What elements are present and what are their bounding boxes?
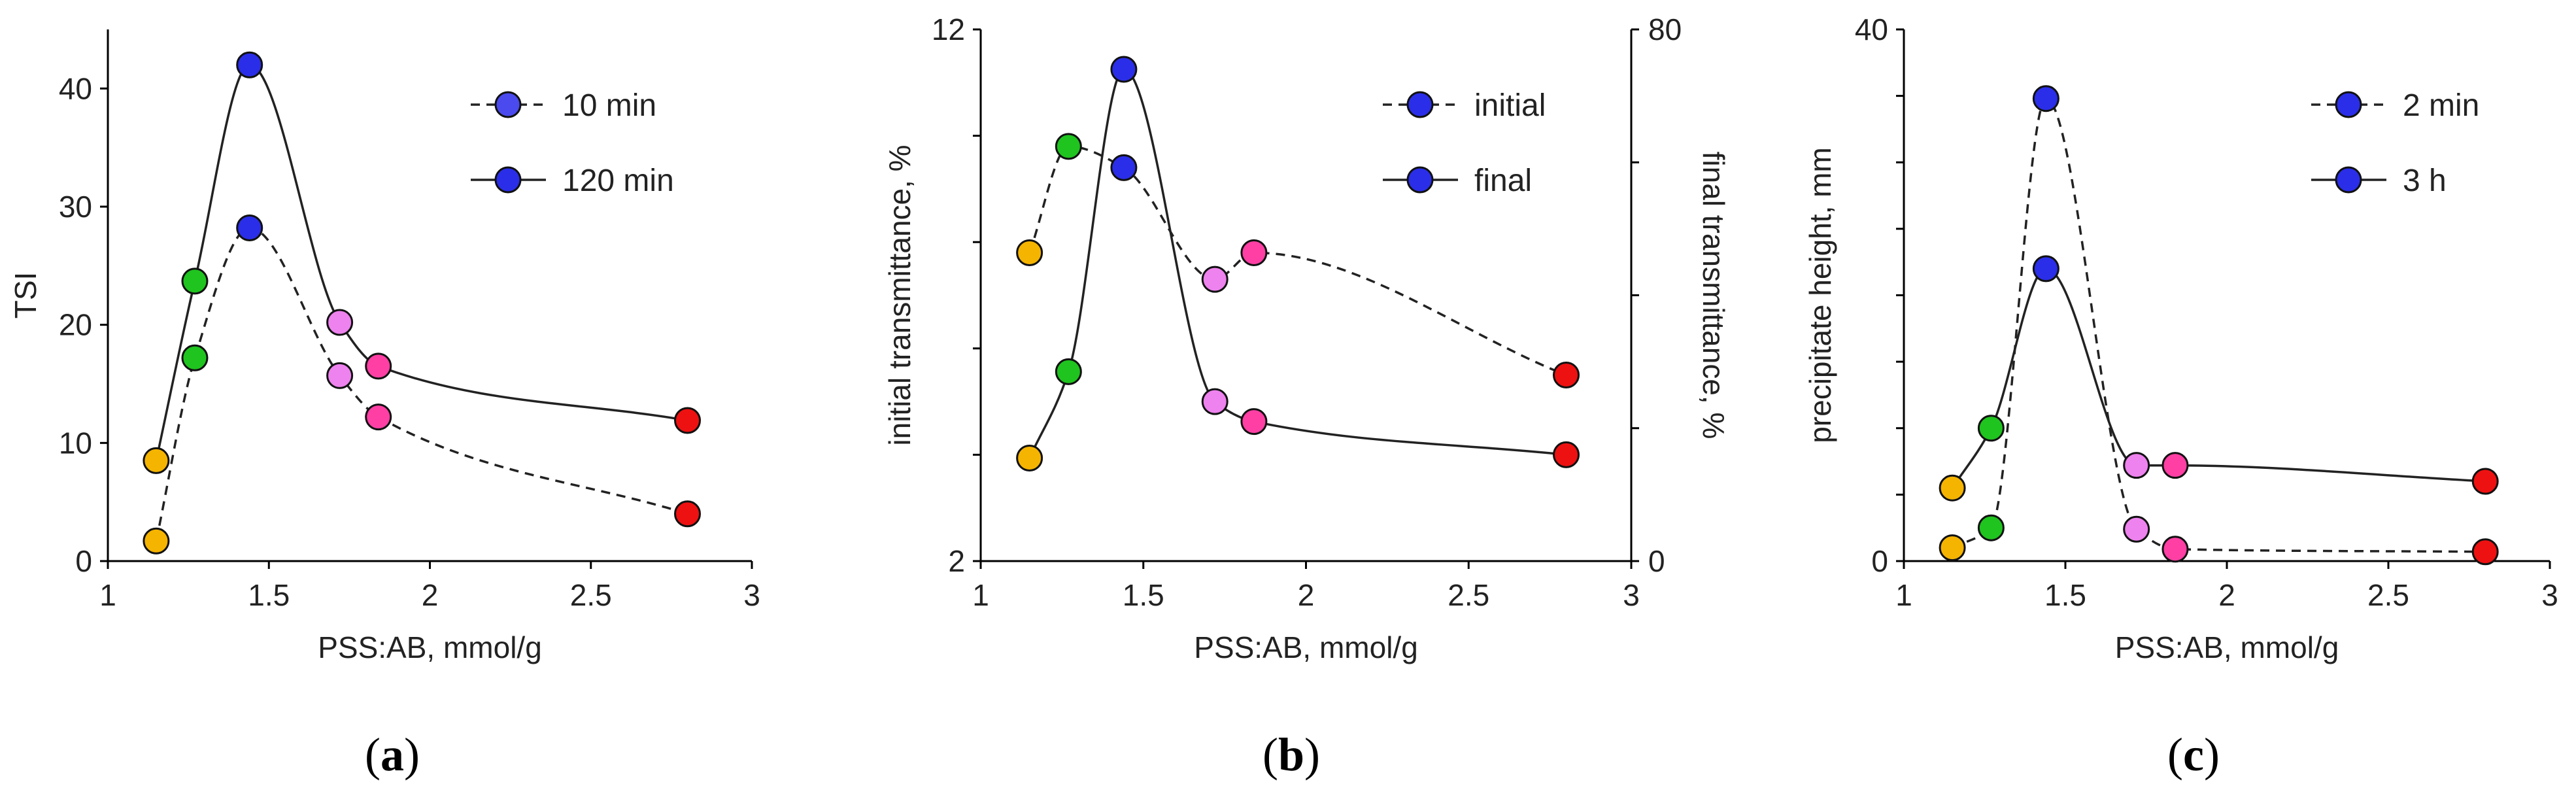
data-point: [1939, 474, 1966, 502]
data-point: [2032, 85, 2059, 112]
data-point: [2471, 468, 2499, 495]
data-point: [1977, 415, 2005, 442]
x-axis-title: PSS:AB, mmol/g: [318, 630, 542, 664]
y-tick-label: 2: [948, 544, 965, 578]
data-point: [2161, 452, 2189, 479]
data-point: [143, 447, 170, 474]
data-point: [1110, 154, 1138, 181]
series-line-final: [1028, 68, 1567, 459]
data-point: [1110, 56, 1138, 83]
legend-marker: [494, 91, 522, 118]
x-tick-label: 2.5: [1448, 578, 1489, 612]
x-axis-title: PSS:AB, mmol/g: [2115, 630, 2339, 664]
x-tick-label: 2.5: [2367, 578, 2409, 612]
y-tick-label: 0: [1871, 544, 1888, 578]
data-point: [2123, 515, 2150, 543]
x-tick-label: 2.5: [570, 578, 612, 612]
chart-panel-c: 1 1.5 2 2.5 3 0 40 PSS:AB, mmol/g precipitate he…: [1803, 12, 2558, 781]
x-tick-label: 1: [1895, 578, 1912, 612]
legend-marker: [2335, 91, 2362, 118]
y-axis-title: initial transmittance, %: [883, 145, 917, 445]
y-axis-right-title: final transmittance, %: [1697, 152, 1731, 439]
panel-label: (c): [2167, 728, 2220, 781]
data-point: [1240, 239, 1268, 266]
series-line-3-h: [1951, 267, 2486, 489]
data-point: [181, 267, 209, 295]
data-point: [143, 527, 170, 555]
data-point: [674, 407, 701, 434]
panel-label: (b): [1263, 728, 1320, 781]
legend-label: 120 min: [562, 163, 674, 198]
series-line-10-min: [155, 226, 688, 541]
y-tick-label: 10: [59, 426, 92, 460]
chart-panel-b: 1 1.5 2 2.5 3 2 12 0 80 PSS:AB, mmol/g initial tra…: [883, 12, 1731, 781]
data-point: [1016, 239, 1043, 266]
data-point: [1939, 534, 1966, 562]
data-point: [326, 362, 354, 389]
data-point: [1055, 133, 1082, 160]
x-tick-label: 1: [972, 578, 989, 612]
data-point: [1553, 361, 1580, 388]
legend-marker: [494, 166, 522, 194]
legend-label: 10 min: [562, 88, 656, 123]
x-tick-label: 1.5: [2044, 578, 2086, 612]
x-tick-label: 1: [99, 578, 116, 612]
y-axis-title: TSI: [8, 272, 42, 319]
data-point: [236, 51, 263, 78]
data-point: [2123, 452, 2150, 479]
data-point: [1201, 266, 1229, 293]
panel-label: (a): [365, 728, 420, 781]
x-tick-label: 2: [1298, 578, 1315, 612]
y-tick-label: 30: [59, 190, 92, 224]
y-tick-label: 40: [1855, 12, 1888, 46]
legend-marker: [1406, 91, 1434, 118]
data-point: [2471, 538, 2499, 566]
y-right-tick-label: 80: [1648, 12, 1682, 46]
data-point: [236, 214, 263, 242]
data-point: [674, 500, 701, 528]
legend-marker: [2335, 166, 2362, 194]
data-point: [1977, 514, 2005, 541]
y-tick-label: 12: [932, 12, 965, 46]
y-right-tick-label: 0: [1648, 544, 1665, 578]
y-tick-label: 20: [59, 308, 92, 342]
legend-label: final: [1474, 163, 1532, 198]
x-tick-label: 3: [1623, 578, 1640, 612]
x-tick-label: 3: [743, 578, 760, 612]
x-tick-label: 3: [2541, 578, 2558, 612]
x-axis-title: PSS:AB, mmol/g: [1194, 630, 1418, 664]
data-point: [181, 344, 209, 371]
x-tick-label: 1.5: [1123, 578, 1164, 612]
x-tick-label: 2: [2218, 578, 2235, 612]
data-point: [365, 403, 392, 431]
data-point: [1055, 358, 1082, 385]
series-line-2-min: [1952, 97, 2486, 553]
y-tick-label: 0: [75, 544, 92, 578]
x-tick-label: 2: [422, 578, 439, 612]
legend-marker: [1406, 166, 1434, 194]
y-axis-title: precipitate height, mm: [1803, 147, 1837, 443]
data-point: [365, 352, 392, 380]
x-tick-label: 1.5: [248, 578, 290, 612]
y-tick-label: 40: [59, 71, 92, 105]
data-point: [1553, 441, 1580, 468]
data-point: [1240, 408, 1268, 436]
data-point: [2161, 536, 2189, 563]
legend-label: 3 h: [2403, 163, 2447, 198]
data-point: [326, 309, 354, 336]
series-line-120-min: [155, 63, 688, 461]
legend-label: initial: [1474, 88, 1546, 123]
data-point: [2032, 255, 2059, 283]
data-point: [1201, 388, 1229, 415]
legend-label: 2 min: [2403, 88, 2479, 123]
data-point: [1016, 444, 1043, 471]
